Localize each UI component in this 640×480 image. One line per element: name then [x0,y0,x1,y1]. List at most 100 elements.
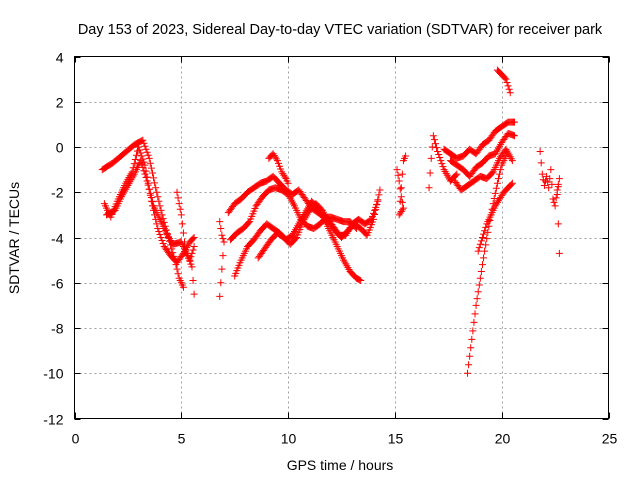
data-point [157,234,165,241]
data-point [144,181,152,189]
data-point [189,276,197,284]
data-point [433,144,441,152]
data-point [545,184,553,192]
data-point [547,166,555,174]
data-point [496,170,504,178]
data-point [478,234,486,241]
data-point [173,188,181,196]
data-point [474,288,482,296]
data-point [490,194,498,202]
data-point [553,191,561,199]
data-point [151,179,159,187]
data-point [502,152,510,160]
data-point [189,235,197,243]
data-point [478,261,486,269]
data-point [144,151,152,159]
data-point [190,243,198,251]
data-point [467,344,475,352]
data-point [503,79,511,87]
data-point [398,170,406,178]
data-point [188,249,196,257]
data-point [153,188,161,196]
data-point [548,180,556,188]
data-point [158,237,166,245]
data-point [132,151,140,159]
data-point [152,184,160,192]
data-point [551,202,559,210]
data-point [272,155,280,163]
data-point [154,224,162,232]
y-tick-label: -10 [43,366,63,382]
data-point [371,210,379,218]
data-point [139,136,147,144]
data-point [155,227,163,235]
data-point [497,166,505,174]
data-point [482,223,490,231]
data-point [218,265,226,273]
data-point [219,252,227,260]
data-point [168,245,176,253]
data-point [146,189,154,197]
data-point [434,148,442,156]
data-point [470,318,478,326]
data-point [481,227,489,235]
data-point [140,167,148,175]
data-point [430,136,438,144]
data-point [538,170,546,178]
data-point [473,295,481,303]
data-point [511,118,519,126]
data-point [483,235,491,243]
data-point [465,361,473,369]
data-point [397,184,405,192]
data-point [176,205,184,213]
data-point [186,256,194,264]
data-point [138,160,146,168]
data-point [402,152,410,160]
data-point [501,74,509,82]
data-point [141,170,149,178]
data-point [504,82,512,90]
x-tick-label: 0 [72,431,80,447]
data-point [145,185,153,193]
data-point [190,290,198,298]
data-point [137,157,145,165]
data-point [372,206,380,214]
data-point [218,231,226,239]
data-point [435,151,443,159]
data-point [173,265,181,273]
data-point [464,369,472,377]
data-point [181,238,189,246]
data-point [480,254,488,262]
data-point [484,228,492,236]
data-point [425,184,433,192]
data-point [494,175,502,183]
y-tick-label: 4 [56,50,64,66]
data-point [281,173,289,181]
data-point [554,220,562,228]
data-point [147,194,155,202]
data-point [471,310,479,318]
data-point [356,276,364,284]
data-point [428,143,436,151]
chart-title: Day 153 of 2023, Sidereal Day-to-day VTE… [78,22,603,38]
data-point [469,327,477,335]
data-point [175,200,183,208]
x-tick-label: 10 [281,431,297,447]
data-point [502,75,510,83]
data-point [393,166,401,174]
data-point [472,301,480,309]
data-point [130,160,138,168]
data-point [555,249,563,257]
data-point [397,193,405,201]
x-tick-label: 25 [602,431,618,447]
data-point [131,155,139,163]
data-point [438,160,446,168]
data-point [245,219,253,227]
data-point [429,132,437,140]
data-point [437,157,445,165]
data-point [395,177,403,185]
data-point [146,159,154,167]
data-point [139,163,147,171]
